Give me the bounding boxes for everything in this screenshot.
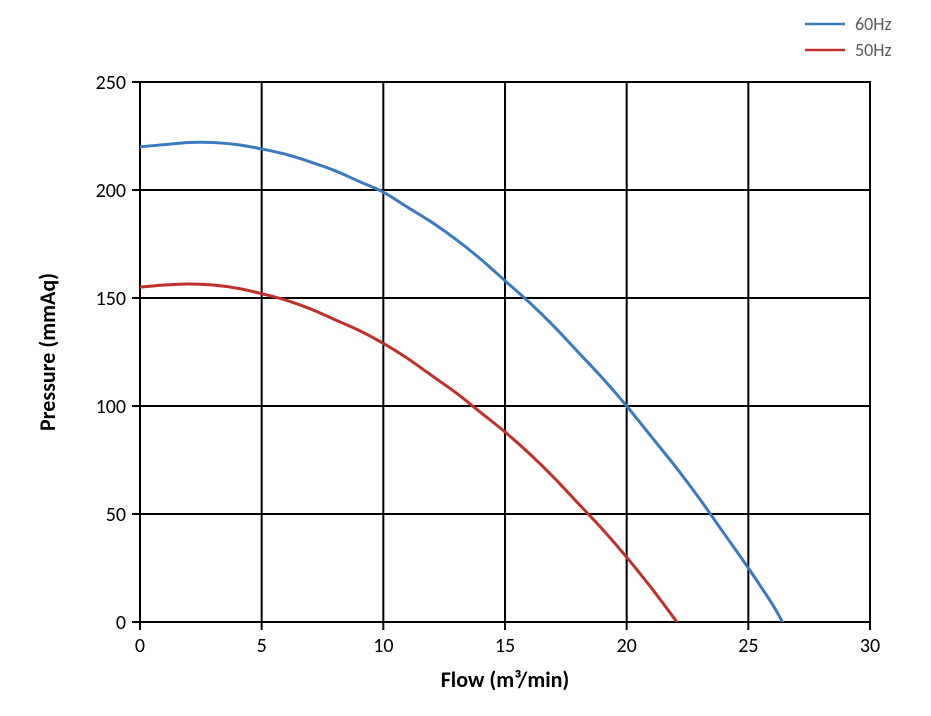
y-tick-label: 250 [96,71,126,95]
pressure-flow-chart: 0 5 10 15 20 25 30 0 50 100 150 200 250 Flow (m³/min)… [0,0,931,716]
x-tick-label: 20 [617,634,637,658]
chart-svg: 0 5 10 15 20 25 30 0 50 100 150 200 250 Flow (m³/min)… [0,0,931,716]
x-tick-label: 25 [738,634,758,658]
x-tick-label: 5 [257,634,267,658]
y-tick-label: 50 [106,503,126,527]
x-tick-label: 30 [860,634,880,658]
y-axis-label: Pressure (mmAq) [34,273,61,431]
x-tick-label: 0 [135,634,145,658]
y-tick-label: 200 [96,179,126,203]
y-tick-label: 150 [96,287,126,311]
y-tick-label: 0 [116,611,126,635]
x-tick-label: 10 [373,634,393,658]
legend-label: 50Hz [855,39,892,61]
legend-label: 60Hz [855,13,892,35]
y-tick-label: 100 [96,395,126,419]
x-tick-label: 15 [495,634,515,658]
x-axis-label: Flow (m³/min) [441,666,570,693]
